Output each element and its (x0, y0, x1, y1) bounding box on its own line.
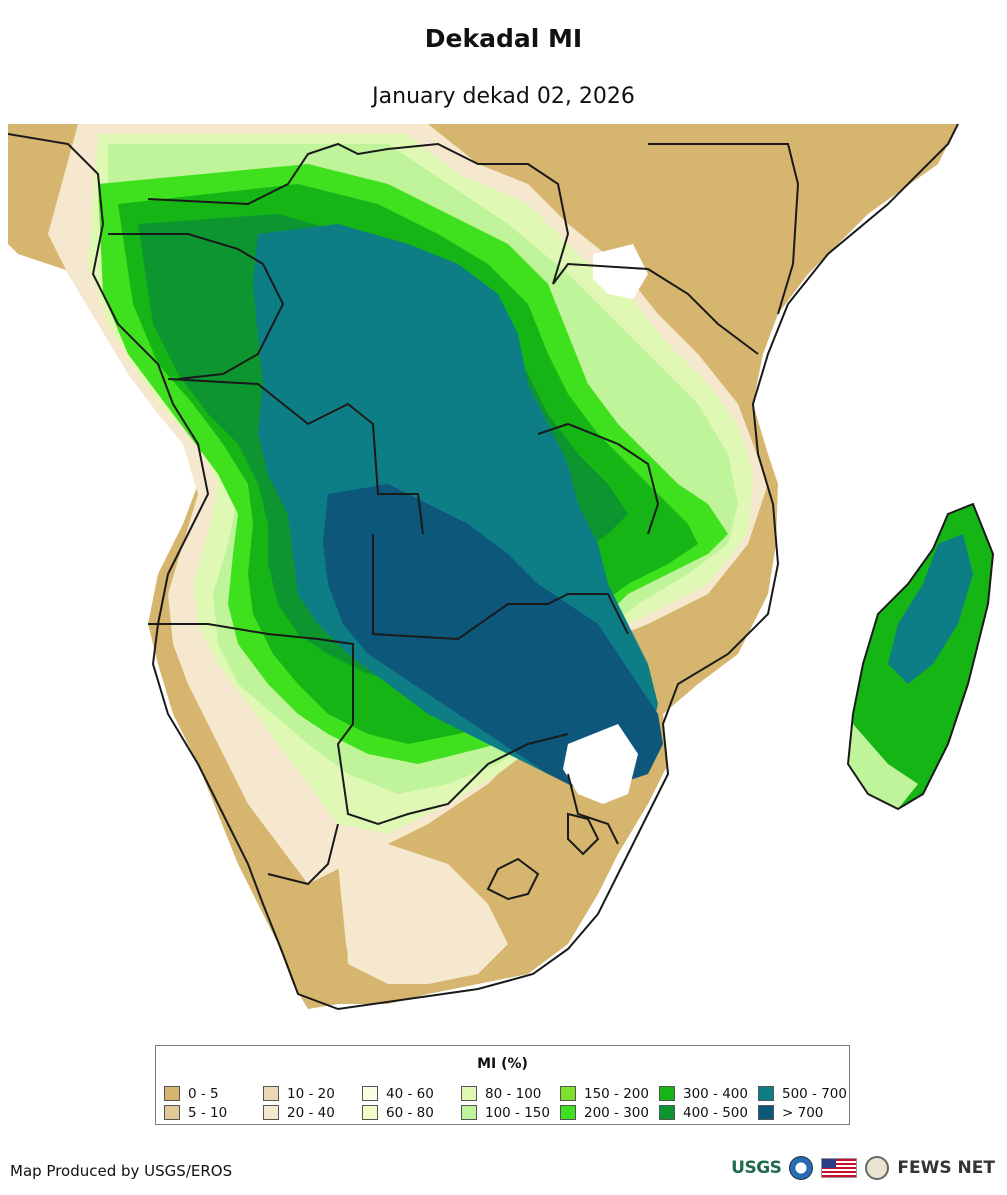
legend: MI (%) 0 - 5 10 - 20 40 - 60 80 - 100 150 - … (155, 1045, 850, 1125)
legend-label: 20 - 40 (287, 1104, 335, 1121)
legend-item: 0 - 5 (164, 1084, 263, 1103)
legend-item: 200 - 300 (560, 1103, 659, 1122)
noaa-logo-icon (789, 1156, 814, 1180)
legend-label: 80 - 100 (485, 1085, 542, 1102)
legend-label: > 700 (782, 1104, 824, 1121)
legend-grid: 0 - 5 10 - 20 40 - 60 80 - 100 150 - 200 300 … (164, 1084, 857, 1122)
legend-swatch (560, 1105, 576, 1120)
legend-swatch (461, 1086, 477, 1101)
legend-item: 20 - 40 (263, 1103, 362, 1122)
map-credit: Map Produced by USGS/EROS (10, 1162, 233, 1180)
usgs-logo: USGS (731, 1158, 782, 1178)
fewsnet-logo: FEWS NET (897, 1158, 995, 1178)
legend-swatch (461, 1105, 477, 1120)
legend-item: 5 - 10 (164, 1103, 263, 1122)
legend-label: 40 - 60 (386, 1085, 434, 1102)
legend-item: 10 - 20 (263, 1084, 362, 1103)
legend-item: 500 - 700 (758, 1084, 857, 1103)
legend-label: 200 - 300 (584, 1104, 649, 1121)
legend-item: 60 - 80 (362, 1103, 461, 1122)
legend-item: 100 - 150 (461, 1103, 560, 1122)
legend-swatch (263, 1105, 279, 1120)
legend-swatch (164, 1105, 180, 1120)
legend-swatch (164, 1086, 180, 1101)
legend-label: 10 - 20 (287, 1085, 335, 1102)
moisture-index-map (8, 124, 1000, 1016)
legend-item: > 700 (758, 1103, 857, 1122)
legend-swatch (362, 1105, 378, 1120)
legend-swatch (263, 1086, 279, 1101)
legend-label: 60 - 80 (386, 1104, 434, 1121)
legend-item: 300 - 400 (659, 1084, 758, 1103)
logos: USGS FEWS NET (731, 1156, 995, 1180)
legend-swatch (560, 1086, 576, 1101)
legend-label: 500 - 700 (782, 1085, 847, 1102)
legend-swatch (758, 1105, 774, 1120)
state-department-seal-icon (865, 1156, 890, 1180)
legend-item: 400 - 500 (659, 1103, 758, 1122)
legend-swatch (659, 1105, 675, 1120)
legend-swatch (362, 1086, 378, 1101)
legend-label: 5 - 10 (188, 1104, 228, 1121)
map-canvas (8, 124, 1000, 1016)
legend-label: 300 - 400 (683, 1085, 748, 1102)
us-flag-icon (821, 1158, 858, 1178)
legend-swatch (758, 1086, 774, 1101)
legend-swatch (659, 1086, 675, 1101)
legend-item: 80 - 100 (461, 1084, 560, 1103)
map-subtitle: January dekad 02, 2026 (372, 84, 635, 109)
legend-label: 400 - 500 (683, 1104, 748, 1121)
legend-item: 150 - 200 (560, 1084, 659, 1103)
legend-title: MI (%) (477, 1056, 528, 1072)
legend-label: 100 - 150 (485, 1104, 550, 1121)
map-title: Dekadal MI (424, 24, 583, 53)
legend-item: 40 - 60 (362, 1084, 461, 1103)
legend-label: 150 - 200 (584, 1085, 649, 1102)
legend-label: 0 - 5 (188, 1085, 219, 1102)
